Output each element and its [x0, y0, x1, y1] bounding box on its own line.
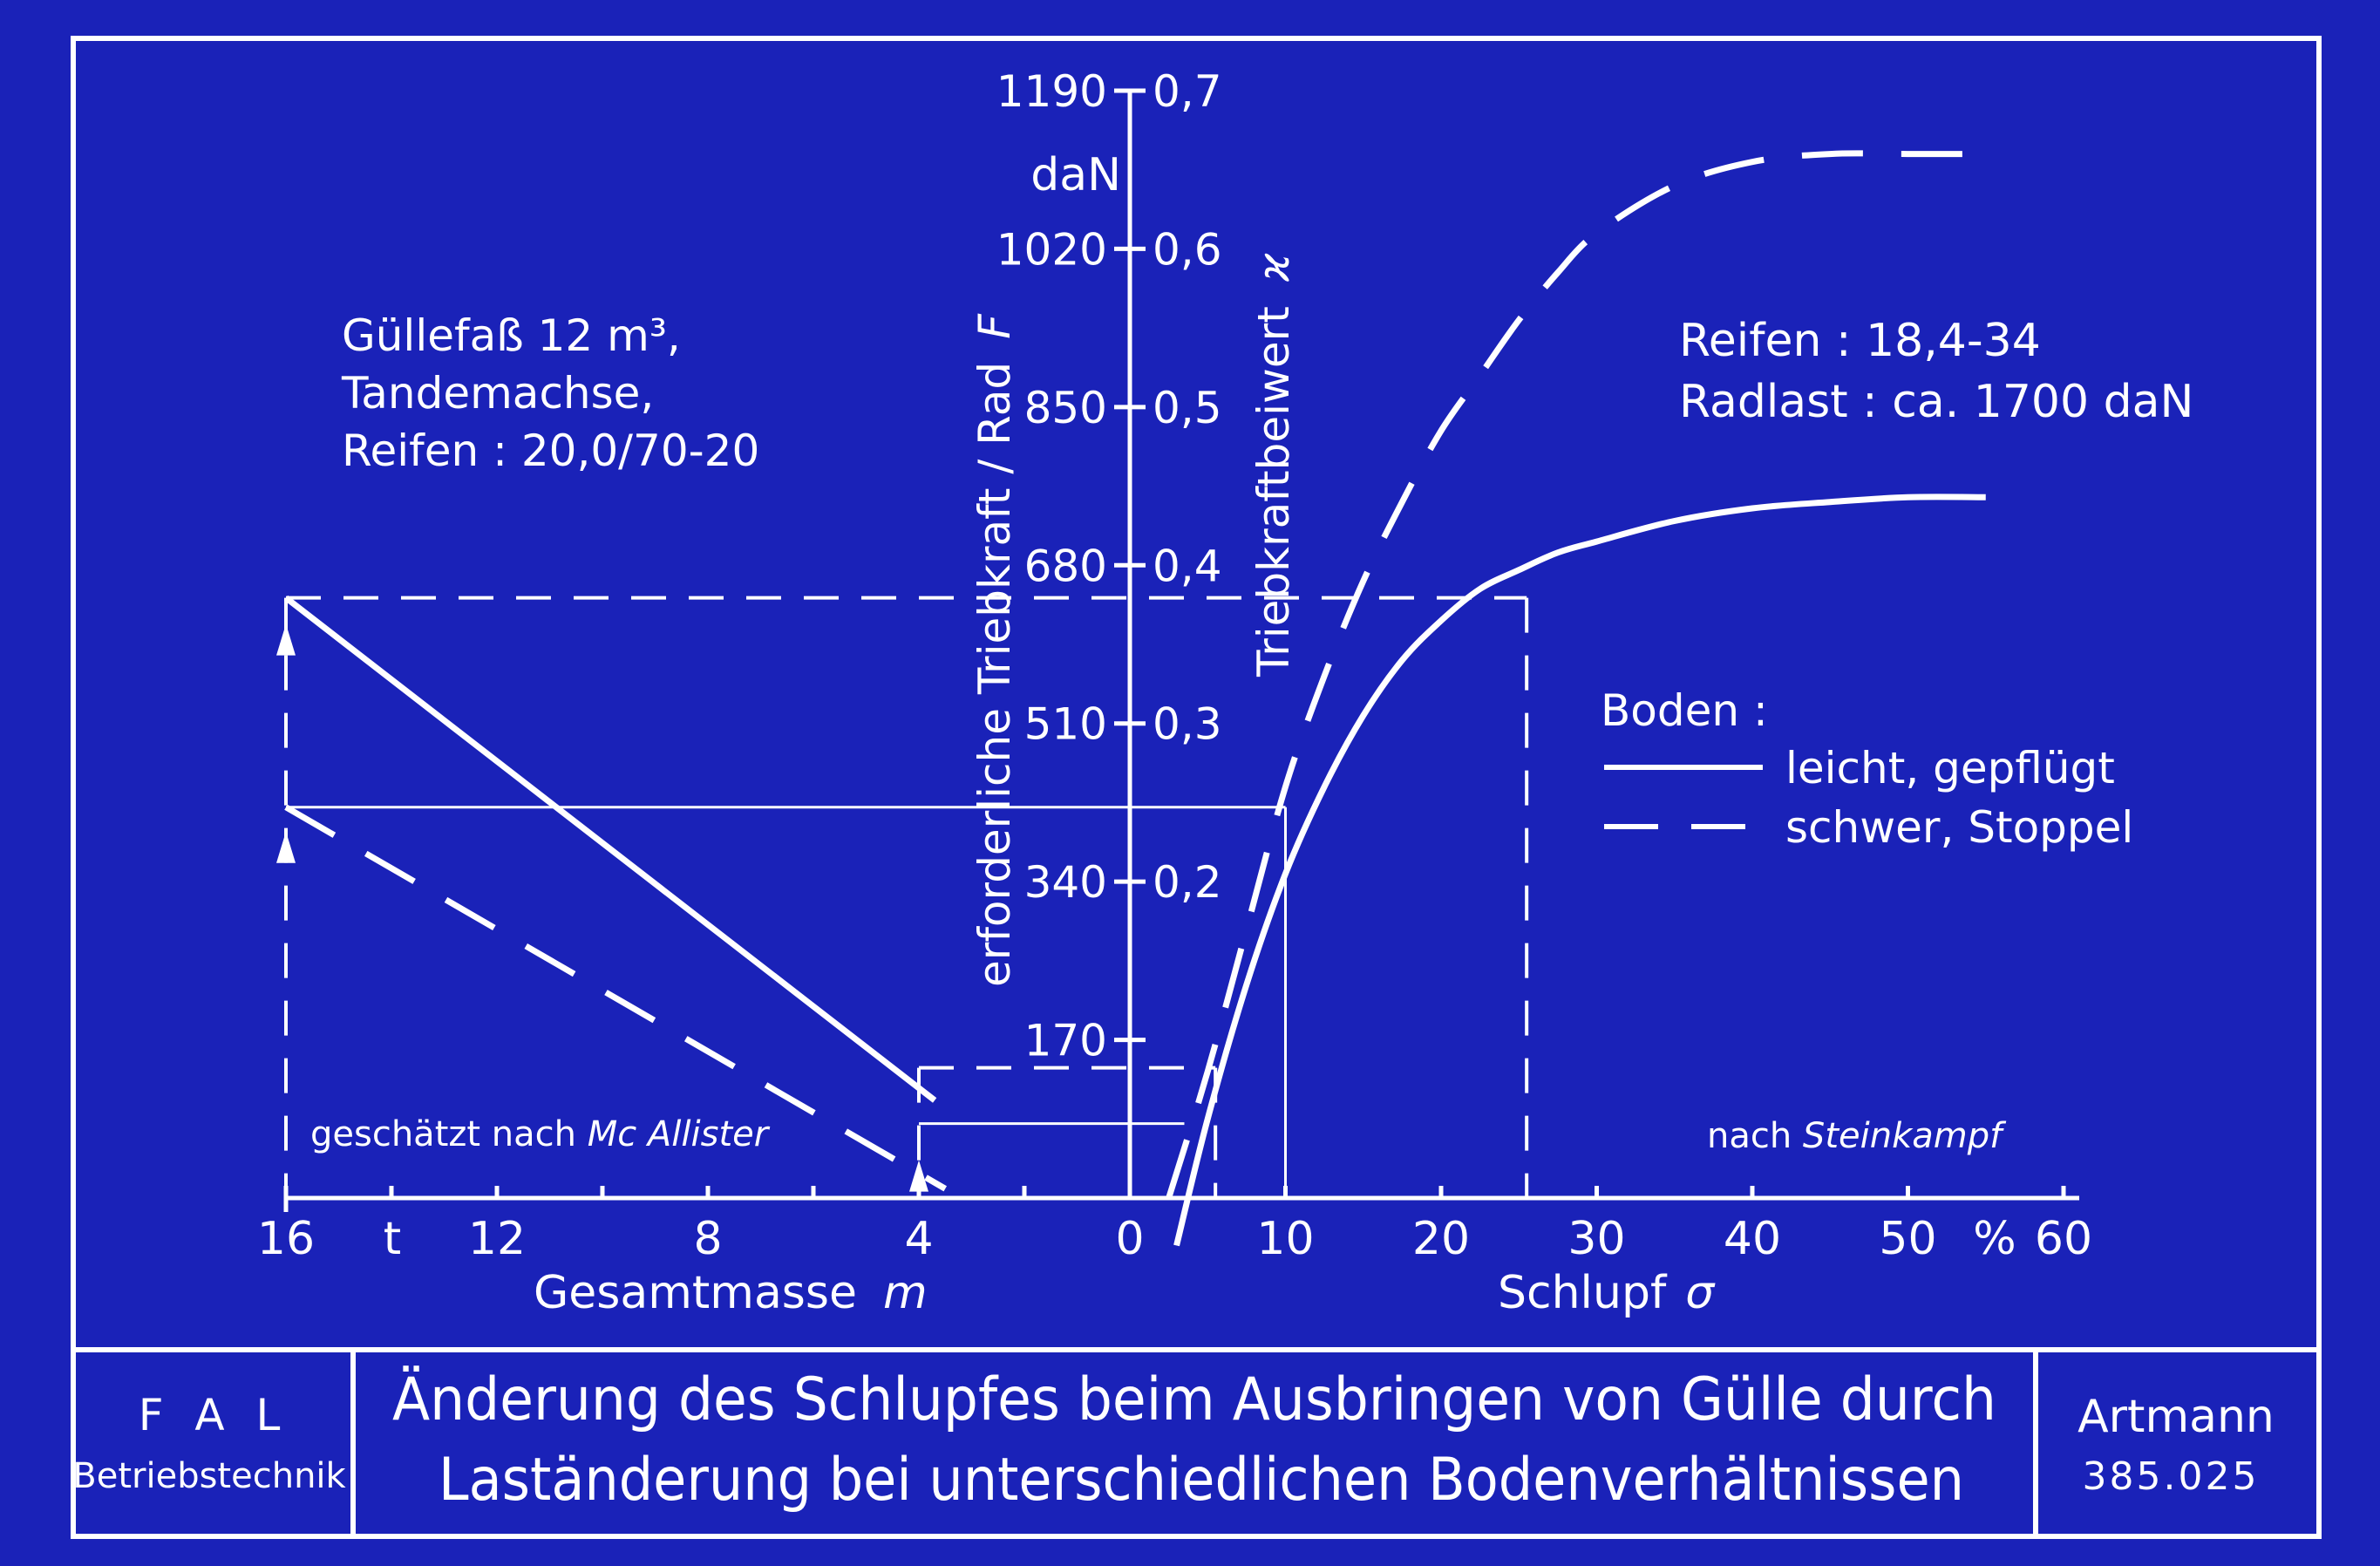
mass-tick-label: 12 — [468, 1213, 526, 1265]
slide-title-line-1: Änderung des Schlupfes beim Ausbringen v… — [392, 1365, 1996, 1434]
coefficient-tick-label: 0,6 — [1153, 224, 1222, 275]
force-tick-label: 1190 — [996, 66, 1107, 117]
force-tick-label: 850 — [1024, 383, 1107, 433]
slip-tick-label: 40 — [1724, 1213, 1781, 1265]
force-tick-label: 680 — [1024, 541, 1107, 591]
mass-tick-label: 8 — [693, 1213, 722, 1265]
mass-axis-title: Gesamtmasse m — [534, 1267, 928, 1319]
coefficient-tick-label: 0,2 — [1153, 857, 1222, 908]
slip-unit-label: % — [1973, 1213, 2016, 1265]
slip-axis-title: Schlupf σ — [1498, 1267, 1716, 1319]
guide-lines — [284, 596, 1529, 1198]
legend: Boden : leicht, gepflügt schwer, Stoppel — [1601, 685, 2133, 853]
tyre-info: Reifen : 18,4-34 Radlast : ca. 1700 daN — [1679, 315, 2193, 428]
author: Artmann — [2077, 1391, 2275, 1443]
mass-tick-label: 4 — [904, 1213, 933, 1265]
mass-line-solid — [283, 595, 937, 1103]
slide-frame — [71, 36, 2322, 1539]
slip-tick-label: 20 — [1412, 1213, 1470, 1265]
slip-curve-dashed — [1166, 150, 1986, 1200]
mass-line-dashed — [284, 804, 948, 1192]
force-axis-title: erforderliche Triebkraft / RadF — [969, 313, 1020, 987]
coefficient-tick-label: 0,7 — [1153, 66, 1222, 117]
legend-title: Boden : — [1601, 685, 1768, 736]
tanker-info-line: Tandemachse, — [341, 368, 654, 419]
force-tick-labels: 170 340 510 680 850 1020 1190 — [996, 66, 1107, 1066]
slide-title-line-2: Laständerung bei unterschiedlichen Boden… — [439, 1446, 1964, 1515]
source-right: nach Steinkampf — [1707, 1116, 2007, 1156]
legend-solid-label: leicht, gepflügt — [1785, 743, 2115, 793]
slip-tick-label: 60 — [2035, 1213, 2092, 1265]
slip-tick-label: 50 — [1879, 1213, 1936, 1265]
tanker-info-line: Güllefaß 12 m³, — [342, 310, 681, 361]
slip-curve-solid — [1173, 494, 1986, 1247]
slip-tick-label: 30 — [1567, 1213, 1625, 1265]
force-tick-label: 1020 — [996, 224, 1107, 275]
mass-tick-label: 16 — [257, 1213, 315, 1265]
tanker-info-line: Reifen : 20,0/70-20 — [342, 426, 759, 476]
org-department: Betriebstechnik — [72, 1456, 346, 1496]
coefficient-tick-label: 0,3 — [1153, 699, 1222, 750]
slip-tick-label: 10 — [1256, 1213, 1314, 1265]
coefficient-axis-title: Triebkraftbeiwertϰ — [1248, 253, 1299, 677]
tyre-info-line: Radlast : ca. 1700 daN — [1679, 376, 2193, 428]
mass-tick-label: 0 — [1115, 1213, 1144, 1265]
arrow-16t-upper — [276, 623, 296, 656]
reference-number: 385.025 — [2083, 1454, 2260, 1499]
force-tick-label: 510 — [1024, 699, 1107, 750]
org-name: F A L — [139, 1390, 289, 1440]
force-tick-label: 340 — [1024, 857, 1107, 908]
arrow-16t-lower — [276, 831, 296, 863]
slip-tick-labels: 10 20 30 40 50 60 — [1256, 1213, 2092, 1265]
arrow-4t — [909, 1160, 928, 1192]
legend-dashed-label: schwer, Stoppel — [1785, 802, 2133, 853]
data-series — [283, 150, 1986, 1247]
mass-tick-labels: 16 12 8 4 0 — [257, 1213, 1145, 1265]
force-unit-label: daN — [1030, 149, 1121, 201]
mass-unit-label: t — [384, 1213, 401, 1265]
force-tick-label: 170 — [1024, 1016, 1107, 1066]
tyre-info-line: Reifen : 18,4-34 — [1679, 315, 2041, 367]
axes — [283, 89, 2079, 1212]
coefficient-tick-label: 0,4 — [1153, 541, 1222, 591]
source-left: geschätzt nach Mc Allister — [310, 1114, 771, 1154]
arrows — [276, 623, 928, 1192]
tanker-info: Güllefaß 12 m³, Tandemachse, Reifen : 20… — [341, 310, 759, 476]
coefficient-tick-labels: 0,2 0,3 0,4 0,5 0,6 0,7 — [1153, 66, 1222, 908]
coefficient-tick-label: 0,5 — [1153, 383, 1222, 433]
